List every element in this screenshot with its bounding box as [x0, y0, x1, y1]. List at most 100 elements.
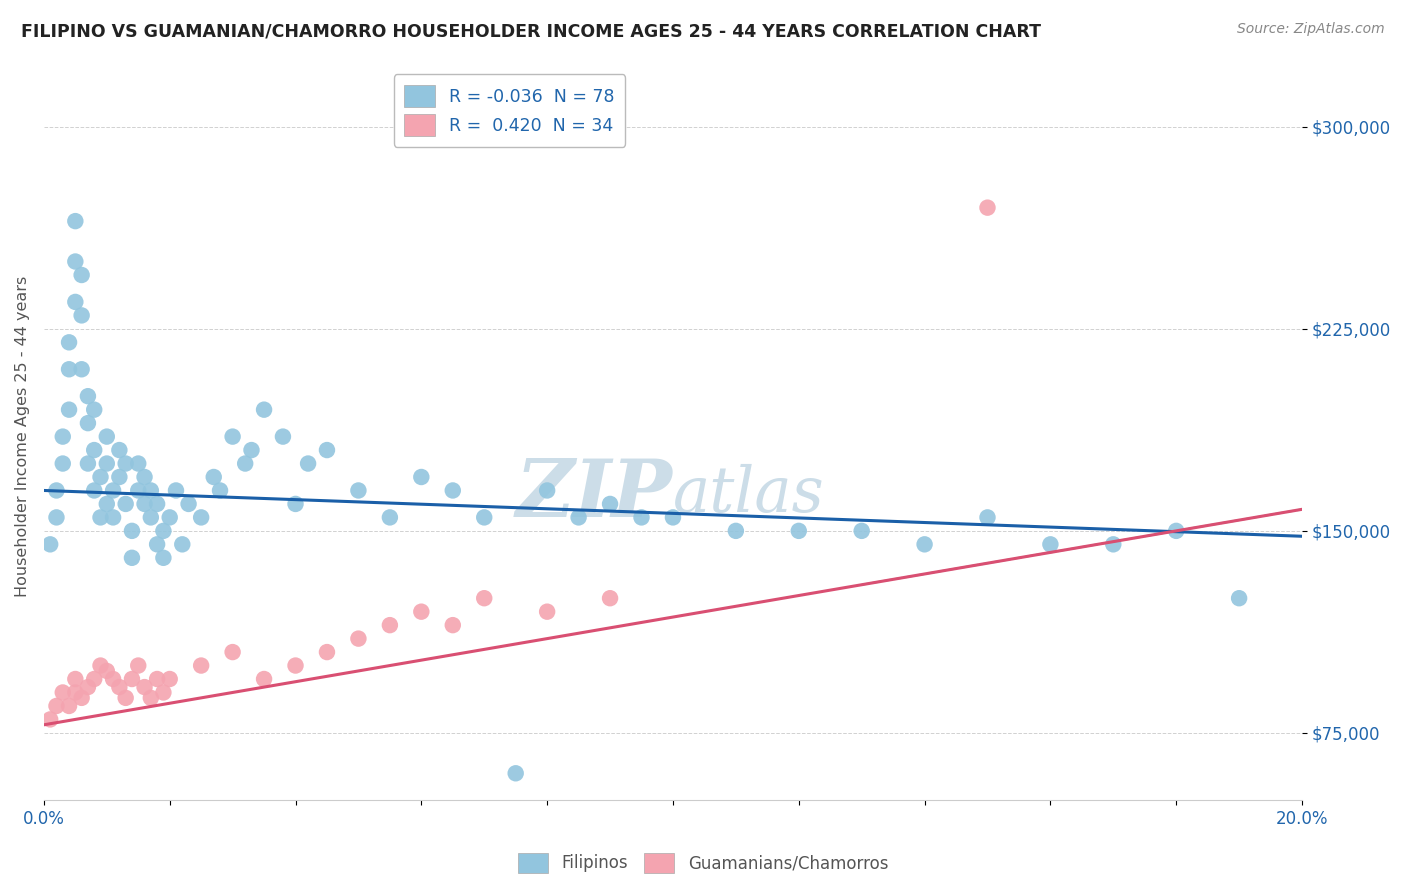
Text: Source: ZipAtlas.com: Source: ZipAtlas.com — [1237, 22, 1385, 37]
Point — [146, 497, 169, 511]
Point — [83, 483, 105, 498]
Point — [724, 524, 747, 538]
Point — [101, 510, 124, 524]
Point — [284, 497, 307, 511]
Point — [52, 685, 75, 699]
Text: ZIP: ZIP — [516, 456, 673, 533]
Point — [152, 685, 174, 699]
Point — [139, 510, 162, 524]
Point — [83, 672, 105, 686]
Point — [221, 645, 243, 659]
Point — [127, 483, 149, 498]
Point — [70, 690, 93, 705]
Point — [297, 457, 319, 471]
Point — [146, 537, 169, 551]
Point — [139, 483, 162, 498]
Point — [58, 362, 80, 376]
Point — [77, 680, 100, 694]
Point — [411, 470, 433, 484]
Point — [108, 443, 131, 458]
Point — [152, 550, 174, 565]
Point — [316, 443, 339, 458]
Point — [146, 672, 169, 686]
Point — [70, 268, 93, 282]
Point — [121, 550, 143, 565]
Point — [77, 457, 100, 471]
Point — [96, 497, 118, 511]
Point — [253, 402, 276, 417]
Point — [77, 389, 100, 403]
Point — [253, 672, 276, 686]
Point — [96, 664, 118, 678]
Point — [139, 690, 162, 705]
Point — [121, 672, 143, 686]
Point — [536, 605, 558, 619]
Point — [347, 483, 370, 498]
Point — [914, 537, 936, 551]
Point — [108, 680, 131, 694]
Point — [114, 690, 136, 705]
Legend: Filipinos, Guamanians/Chamorros: Filipinos, Guamanians/Chamorros — [512, 847, 894, 880]
Point — [472, 591, 495, 606]
Point — [77, 416, 100, 430]
Point — [271, 429, 294, 443]
Point — [127, 457, 149, 471]
Point — [787, 524, 810, 538]
Point — [65, 294, 87, 309]
Point — [851, 524, 873, 538]
Point — [108, 470, 131, 484]
Point — [89, 510, 111, 524]
Point — [121, 524, 143, 538]
Point — [65, 672, 87, 686]
Point — [52, 457, 75, 471]
Point — [378, 618, 401, 632]
Point — [45, 483, 67, 498]
Point — [472, 510, 495, 524]
Point — [52, 429, 75, 443]
Point — [1039, 537, 1062, 551]
Point — [96, 457, 118, 471]
Point — [411, 605, 433, 619]
Point — [159, 510, 181, 524]
Point — [114, 457, 136, 471]
Point — [378, 510, 401, 524]
Point — [177, 497, 200, 511]
Point — [630, 510, 652, 524]
Point — [1166, 524, 1188, 538]
Point — [536, 483, 558, 498]
Point — [172, 537, 194, 551]
Point — [134, 470, 156, 484]
Point — [89, 658, 111, 673]
Point — [65, 254, 87, 268]
Point — [70, 309, 93, 323]
Text: atlas: atlas — [673, 464, 825, 525]
Point — [599, 497, 621, 511]
Point — [114, 497, 136, 511]
Point — [221, 429, 243, 443]
Point — [134, 497, 156, 511]
Point — [45, 698, 67, 713]
Point — [70, 362, 93, 376]
Point — [39, 713, 62, 727]
Point — [83, 402, 105, 417]
Point — [101, 483, 124, 498]
Point — [568, 510, 591, 524]
Point — [347, 632, 370, 646]
Point — [1227, 591, 1250, 606]
Point — [202, 470, 225, 484]
Point — [976, 201, 998, 215]
Point — [65, 685, 87, 699]
Point — [316, 645, 339, 659]
Point — [58, 698, 80, 713]
Point — [65, 214, 87, 228]
Point — [233, 457, 256, 471]
Point — [505, 766, 527, 780]
Point — [89, 470, 111, 484]
Point — [976, 510, 998, 524]
Point — [190, 510, 212, 524]
Point — [58, 402, 80, 417]
Point — [662, 510, 685, 524]
Point — [190, 658, 212, 673]
Point — [1102, 537, 1125, 551]
Point — [165, 483, 187, 498]
